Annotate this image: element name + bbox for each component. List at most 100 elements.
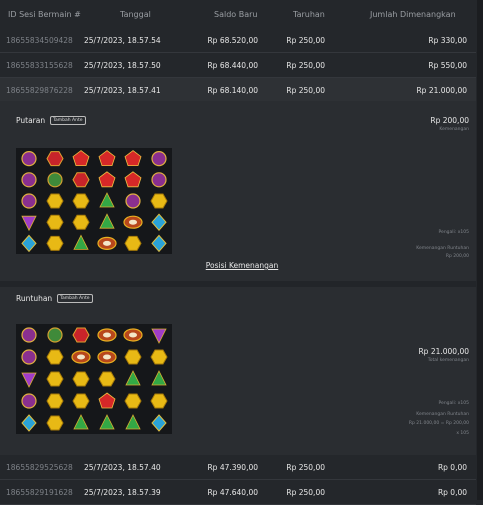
symbol — [124, 235, 142, 251]
symbol — [21, 349, 37, 365]
symbol — [99, 414, 115, 430]
symbol — [47, 327, 63, 343]
cell: Rp 47.640,00 — [207, 488, 258, 497]
col-header: Tanggal — [120, 10, 151, 19]
cell: Rp 21.000,00 — [416, 86, 467, 95]
cell: Rp 68.440,00 — [207, 61, 258, 70]
symbol — [125, 370, 141, 386]
symbol — [72, 393, 90, 409]
symbol — [124, 393, 142, 409]
symbol — [46, 193, 64, 209]
cell: Rp 250,00 — [286, 463, 325, 472]
symbol — [124, 171, 142, 188]
symbol — [73, 414, 89, 430]
cell: Rp 250,00 — [286, 86, 325, 95]
symbol-grid — [16, 324, 172, 434]
symbol — [72, 214, 90, 230]
symbol — [21, 193, 37, 209]
symbol — [124, 349, 142, 365]
col-header: Taruhan — [293, 10, 325, 19]
symbol — [72, 172, 90, 188]
multiplier: Pengali: x105 — [438, 401, 470, 406]
symbol — [21, 151, 37, 167]
symbol — [99, 192, 115, 208]
symbol — [21, 327, 37, 343]
symbol — [72, 150, 90, 167]
symbol — [21, 414, 37, 432]
symbol — [72, 327, 90, 343]
symbol — [46, 349, 64, 365]
cell: Rp 0,00 — [437, 463, 467, 472]
cell: Rp 68.520,00 — [207, 36, 258, 45]
symbol — [98, 392, 116, 409]
amount: Rp 200,00 — [430, 116, 469, 125]
symbol — [129, 332, 137, 338]
cascade-value: Rp 200,00 — [445, 254, 469, 259]
divider — [0, 281, 476, 287]
symbol — [125, 193, 141, 209]
symbol — [77, 354, 85, 360]
cell: Rp 550,00 — [428, 61, 467, 70]
scrollbar[interactable] — [477, 0, 483, 500]
symbol — [151, 151, 167, 167]
cell: Rp 250,00 — [286, 488, 325, 497]
cell: 25/7/2023, 18.57.50 — [84, 61, 161, 70]
cell: 25/7/2023, 18.57.39 — [84, 488, 161, 497]
badge: Tambah Ante — [57, 294, 93, 303]
table-row[interactable]: 18655829876228 25/7/2023, 18.57.41 Rp 68.1… — [0, 78, 476, 103]
symbol — [103, 332, 111, 338]
symbol — [150, 349, 168, 365]
symbol — [151, 234, 167, 253]
cell: 18655833155628 — [6, 61, 73, 70]
cell: Rp 250,00 — [286, 61, 325, 70]
cell: Rp 0,00 — [437, 488, 467, 497]
symbol — [151, 172, 167, 188]
symbol — [47, 172, 63, 188]
symbol — [150, 193, 168, 209]
cascade-factor: x 105 — [456, 431, 469, 436]
symbol — [46, 151, 64, 167]
link[interactable]: Posisi Kemenangan — [205, 261, 279, 270]
section-label: Putaran — [16, 116, 46, 125]
symbol — [21, 234, 37, 253]
symbol — [99, 213, 115, 229]
cell: 25/7/2023, 18.57.41 — [84, 86, 161, 95]
symbol — [150, 393, 168, 409]
multiplier: Pengali: x105 — [438, 230, 470, 235]
symbol — [151, 328, 167, 344]
symbol — [151, 414, 167, 432]
symbol — [46, 415, 64, 431]
cell: 18655834509428 — [6, 36, 73, 45]
symbol — [46, 393, 64, 409]
table-row[interactable]: 18655834509428 25/7/2023, 18.57.54 Rp 68.5… — [0, 28, 476, 53]
col-header: Saldo Baru — [214, 10, 258, 19]
col-header: Jumlah Dimenangkan — [370, 10, 456, 19]
symbol — [72, 193, 90, 209]
table-row[interactable]: 18655829525628 25/7/2023, 18.57.40 Rp 47.3… — [0, 455, 476, 480]
cell: Rp 250,00 — [286, 36, 325, 45]
cell: 18655829525628 — [6, 463, 73, 472]
cell: Rp 68.140,00 — [207, 86, 258, 95]
table-row[interactable]: 18655829191628 25/7/2023, 18.57.39 Rp 47.6… — [0, 480, 476, 505]
symbol — [21, 172, 37, 188]
symbol — [103, 354, 111, 360]
symbol — [125, 414, 141, 430]
cell: Rp 330,00 — [428, 36, 467, 45]
symbol — [98, 371, 116, 387]
symbol — [73, 234, 89, 250]
symbol — [21, 393, 37, 409]
amount: Rp 21.000,00 — [418, 347, 469, 356]
symbol — [72, 371, 90, 387]
symbol — [98, 171, 116, 188]
symbol — [98, 150, 116, 167]
amount-label: Kemenangan — [439, 127, 469, 132]
cell: 25/7/2023, 18.57.54 — [84, 36, 161, 45]
cell: 18655829876228 — [6, 86, 73, 95]
symbol — [46, 214, 64, 230]
col-header: ID Sesi Bermain # — [8, 10, 81, 19]
symbol — [46, 371, 64, 387]
cell: 18655829191628 — [6, 488, 73, 497]
section-label: Runtuhan — [16, 294, 53, 303]
table-row[interactable]: 18655833155628 25/7/2023, 18.57.50 Rp 68.4… — [0, 53, 476, 78]
